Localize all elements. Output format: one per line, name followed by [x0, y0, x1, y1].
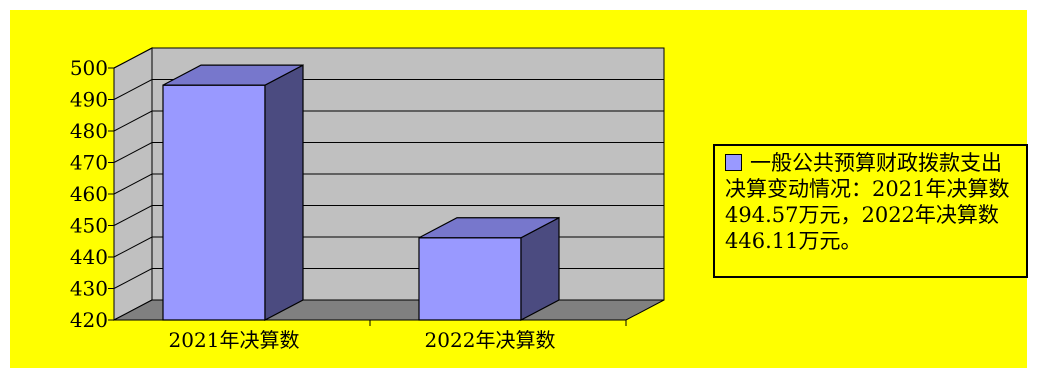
- gridline: [113, 205, 664, 226]
- y-tick-label: 500: [70, 56, 108, 80]
- y-tick-label: 450: [70, 214, 108, 238]
- y-tick-label: 430: [70, 277, 108, 301]
- gridline: [113, 47, 664, 69]
- y-tick-label: 460: [70, 182, 108, 206]
- bars: [162, 64, 560, 321]
- y-tick-label: 440: [70, 245, 108, 269]
- bar-front: [418, 237, 522, 321]
- gridline: [113, 79, 664, 100]
- gridline: [113, 173, 664, 195]
- bar-front: [162, 84, 266, 321]
- chart-canvas: 420 430 440 450 460 470 480 490 500 2021年决算数 2022年…: [10, 10, 1028, 368]
- gridline: [113, 110, 664, 132]
- x-category-label: 2022年决算数: [425, 328, 556, 352]
- axis-labels: 420 430 440 450 460 470 480 490 500 2021年决算数 2022年…: [70, 56, 556, 352]
- y-tick-label: 480: [70, 119, 108, 143]
- y-tick-label: 420: [70, 308, 108, 332]
- bar-top: [162, 64, 304, 86]
- bar-top: [418, 217, 560, 239]
- gridline: [113, 142, 664, 163]
- legend-swatch: [725, 154, 742, 171]
- y-tick-label: 470: [70, 151, 108, 175]
- bar-chart: 420 430 440 450 460 470 480 490 500 2021年决算数 2022年…: [70, 47, 665, 352]
- bar-side: [264, 64, 304, 321]
- y-tick-label: 490: [70, 88, 108, 112]
- legend: 一般公共预算财政拨款支出决算变动情况：2021年决算数494.57万元，2022…: [713, 144, 1028, 278]
- x-category-label: 2021年决算数: [169, 328, 300, 352]
- legend-label: 一般公共预算财政拨款支出决算变动情况：2021年决算数494.57万元，2022…: [725, 151, 1010, 253]
